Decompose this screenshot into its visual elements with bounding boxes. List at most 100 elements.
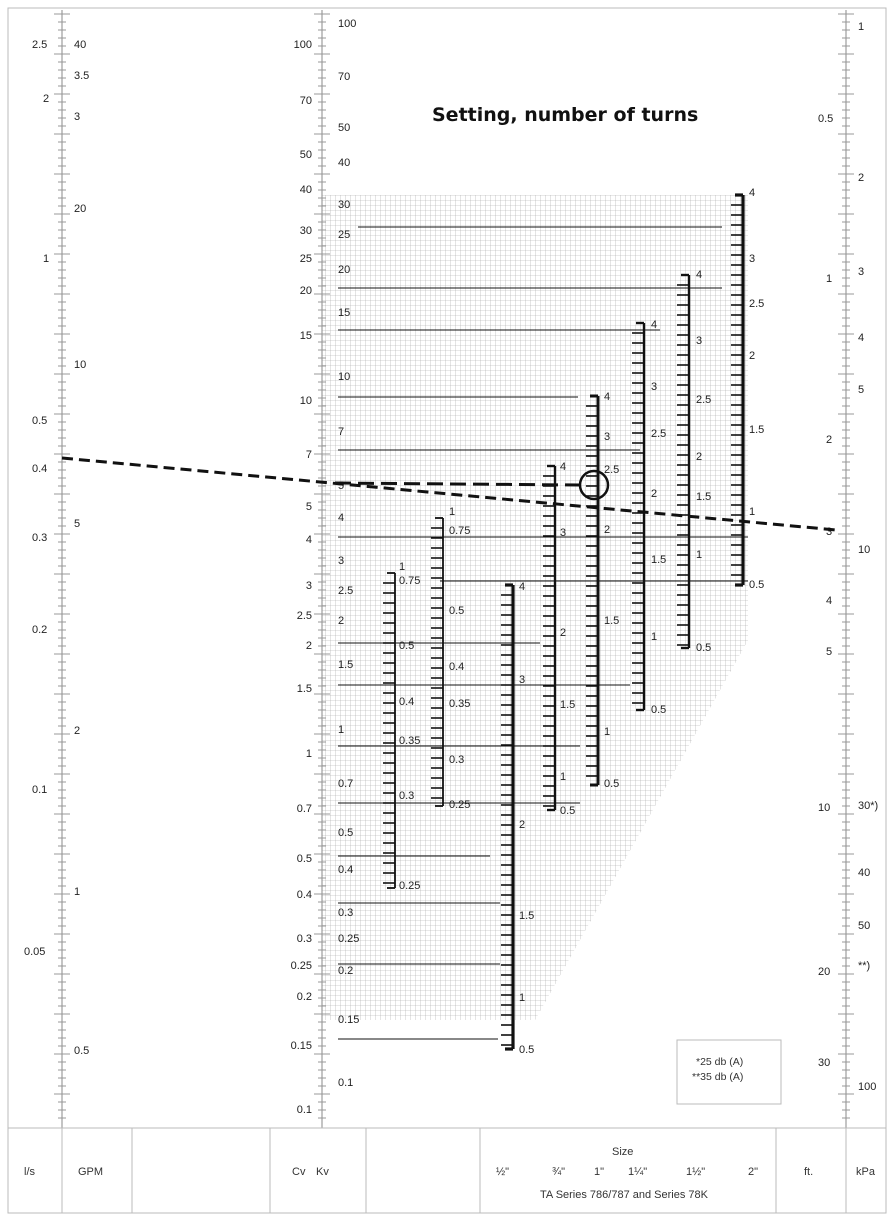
valve-setting-label: 4 xyxy=(749,187,755,199)
kv-tick: 0.25 xyxy=(338,933,359,945)
cv-tick: 20 xyxy=(300,285,312,297)
kv-tick: 2 xyxy=(338,615,344,627)
ls-tick: 0.4 xyxy=(32,463,47,475)
valve-scale: 4 3 2.5 2 1.5 1 0.5 xyxy=(632,319,666,716)
valve-setting-label: 4 xyxy=(604,391,610,403)
valve-setting-label: 4 xyxy=(651,319,657,331)
valve-setting-label: 2 xyxy=(519,819,525,831)
valve-setting-label: 0.5 xyxy=(399,640,414,652)
cv-tick: 0.3 xyxy=(297,933,312,945)
kv-tick: 0.3 xyxy=(338,907,353,919)
valve-setting-label: 2.5 xyxy=(651,428,666,440)
valve-setting-label: 0.5 xyxy=(651,704,666,716)
valve-setting-label: 3 xyxy=(651,381,657,393)
example-line-long xyxy=(61,456,837,532)
setting-grid xyxy=(322,195,748,1020)
kv-tick: 3 xyxy=(338,555,344,567)
footer-series: TA Series 786/787 and Series 78K xyxy=(540,1189,709,1201)
valve-setting-label: 0.3 xyxy=(399,790,414,802)
cv-tick: 4 xyxy=(306,534,312,546)
noise-note-box xyxy=(676,1039,782,1105)
cv-tick: 30 xyxy=(300,225,312,237)
kv-tick: 0.15 xyxy=(338,1014,359,1026)
valve-setting-label: 0.5 xyxy=(604,778,619,790)
valve-setting-label: 2.5 xyxy=(696,394,711,406)
valve-setting-label: 2 xyxy=(560,627,566,639)
ls-tick: 0.3 xyxy=(32,532,47,544)
kpa-tick: 50 xyxy=(858,920,870,932)
valve-setting-label: 1 xyxy=(560,771,566,783)
cv-scale: 100 70 50 40 30 25 20 15 10 7 5 4 3 2.5 2 1.5 1 0.7 0.5 0.4… xyxy=(291,39,312,1116)
gpm-tick: 10 xyxy=(74,359,86,371)
cv-tick: 2 xyxy=(306,640,312,652)
cv-tick: 15 xyxy=(300,330,312,342)
gpm-tick: 40 xyxy=(74,39,86,51)
ft-tick: 4 xyxy=(826,595,832,607)
ft-tick: 10 xyxy=(818,802,830,814)
valve-setting-label: 0.5 xyxy=(749,579,764,591)
valve-scale: 4 3 2 1.5 1 0.5 xyxy=(543,461,575,817)
footer-size-1: 1" xyxy=(594,1166,604,1178)
ft-tick: 0.5 xyxy=(818,113,833,125)
valve-setting-label: 1 xyxy=(399,561,405,573)
gpm-tick: 20 xyxy=(74,203,86,215)
valve-setting-label: 3 xyxy=(560,527,566,539)
gpm-tick: 0.5 xyxy=(74,1045,89,1057)
valve-setting-label: 4 xyxy=(560,461,566,473)
kpa-tick: 10 xyxy=(858,544,870,556)
ft-tick: 3 xyxy=(826,526,832,538)
valve-setting-label: 0.4 xyxy=(449,661,464,673)
valve-scale: 4 3 2 1.5 1 0.5 xyxy=(501,581,534,1056)
valve-scale: 4 3 2.5 2 1.5 1 0.5 xyxy=(586,391,619,790)
ft-scale: 0.5 1 2 3 4 5 10 20 30 xyxy=(818,113,833,1069)
ft-tick: 30 xyxy=(818,1057,830,1069)
footer-size-half: ½" xyxy=(496,1166,509,1178)
footer-ls: l/s xyxy=(24,1166,36,1178)
cv-tick: 0.25 xyxy=(291,960,312,972)
chart-title: Setting, number of turns xyxy=(432,104,698,126)
cv-tick: 1 xyxy=(306,748,312,760)
footer-kv: Kv xyxy=(316,1166,329,1178)
valve-setting-label: 0.3 xyxy=(449,754,464,766)
kv-tick: 0.1 xyxy=(338,1077,353,1089)
gpm-tick: 5 xyxy=(74,518,80,530)
kv-tick: 7 xyxy=(338,426,344,438)
kpa-tick: 2 xyxy=(858,172,864,184)
kv-tick: 50 xyxy=(338,122,350,134)
valve-setting-label: 2.5 xyxy=(604,464,619,476)
valve-setting-label: 0.25 xyxy=(399,880,420,892)
cv-tick: 25 xyxy=(300,253,312,265)
footer-size-2: 2" xyxy=(748,1166,758,1178)
cv-tick: 100 xyxy=(294,39,312,51)
cv-tick: 1.5 xyxy=(297,683,312,695)
ft-tick: 1 xyxy=(826,273,832,285)
valve-setting-label: 1.5 xyxy=(749,424,764,436)
valve-setting-label: 1.5 xyxy=(604,615,619,627)
valve-setting-label: 1 xyxy=(519,992,525,1004)
kpa-tick: 40 xyxy=(858,867,870,879)
kv-tick: 25 xyxy=(338,229,350,241)
kv-tick: 0.5 xyxy=(338,827,353,839)
valve-setting-label: 0.75 xyxy=(449,525,470,537)
cv-tick: 0.2 xyxy=(297,991,312,1003)
valve-setting-label: 1.5 xyxy=(651,554,666,566)
valve-setting-label: 2 xyxy=(651,488,657,500)
kv-tick: 15 xyxy=(338,307,350,319)
kv-tick: 30 xyxy=(338,199,350,211)
noise-note-line-2: **35 db (A) xyxy=(692,1071,743,1083)
valve-setting-label: 2.5 xyxy=(749,298,764,310)
cv-tick: 0.4 xyxy=(297,889,312,901)
kv-tick: 70 xyxy=(338,71,350,83)
kpa-tick: 5 xyxy=(858,384,864,396)
cv-tick: 0.7 xyxy=(297,803,312,815)
valve-setting-label: 2 xyxy=(604,524,610,536)
valve-setting-label: 4 xyxy=(519,581,525,593)
ls-tick: 2 xyxy=(43,93,49,105)
cv-tick: 7 xyxy=(306,449,312,461)
ls-tick: 0.2 xyxy=(32,624,47,636)
kv-tick: 1.5 xyxy=(338,659,353,671)
ls-tick: 0.05 xyxy=(24,946,45,958)
ft-tick: 2 xyxy=(826,434,832,446)
example-line-short xyxy=(334,481,581,487)
kv-tick: 10 xyxy=(338,371,350,383)
